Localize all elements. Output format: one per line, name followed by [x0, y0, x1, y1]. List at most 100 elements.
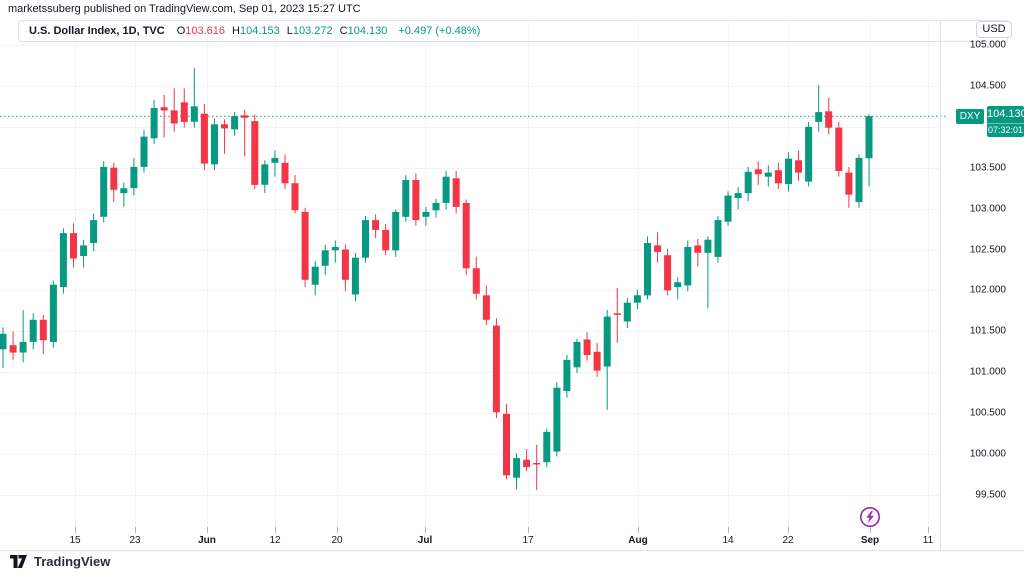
currency-unit-button[interactable]: USD — [976, 21, 1012, 38]
candle-body — [764, 172, 772, 177]
candle-body — [815, 112, 823, 122]
candle — [553, 382, 561, 457]
candle-body — [351, 257, 359, 295]
candle-body — [39, 319, 47, 341]
candle-body — [130, 166, 138, 189]
gridline-horizontal — [0, 413, 940, 415]
candle-body — [654, 245, 662, 252]
time-tick-mark — [207, 527, 208, 533]
gridline-vertical — [928, 23, 929, 527]
gridline-horizontal — [0, 372, 940, 374]
candle-body — [362, 220, 369, 258]
candle-body — [110, 167, 118, 190]
candle-body — [412, 180, 420, 221]
candle — [59, 228, 67, 294]
candle — [472, 256, 480, 300]
candle — [301, 207, 309, 288]
price-axis-label: 103.000 — [969, 203, 1006, 215]
gridline-horizontal — [0, 45, 940, 46]
candle — [351, 252, 359, 301]
symbol-title[interactable]: U.S. Dollar Index, 1D, TVC — [29, 25, 165, 37]
candle-body — [150, 108, 158, 139]
candle-body — [845, 172, 853, 195]
last-price-value: 104.130 — [987, 108, 1024, 120]
time-axis-label: 12 — [269, 535, 281, 546]
candle-body — [452, 178, 460, 207]
price-axis-label: 100.000 — [969, 448, 1006, 460]
candle — [845, 166, 853, 208]
time-axis-label: Aug — [628, 535, 648, 546]
candle — [150, 99, 158, 144]
candle-body — [211, 124, 218, 165]
gridline-horizontal — [0, 85, 940, 87]
time-axis-label: Sep — [860, 535, 880, 546]
candle — [452, 171, 460, 214]
candle-body — [170, 110, 178, 124]
candle — [593, 342, 601, 378]
candle — [311, 261, 319, 296]
candle-body — [785, 158, 792, 185]
gridline-horizontal — [0, 290, 940, 292]
candle-body — [482, 295, 490, 320]
time-axis-label: 22 — [782, 535, 794, 546]
candle — [623, 297, 631, 328]
candle — [684, 240, 692, 292]
candle — [603, 310, 611, 410]
candle — [331, 240, 339, 263]
candle-body — [261, 164, 269, 185]
time-tick-mark — [75, 527, 76, 533]
candle-body — [80, 245, 88, 256]
candle-body — [29, 319, 37, 342]
time-axis-label: 20 — [331, 535, 343, 546]
candle-body — [583, 339, 591, 355]
candle — [291, 175, 299, 214]
gridline-vertical — [638, 23, 639, 527]
time-axis-label: Jun — [198, 535, 216, 546]
candle-body — [49, 284, 57, 342]
candle — [734, 187, 742, 210]
candle — [482, 285, 490, 325]
candle — [29, 313, 37, 350]
gridline-horizontal — [0, 331, 940, 333]
candle-body — [664, 255, 672, 291]
candle — [674, 277, 682, 300]
candle-body — [744, 171, 752, 194]
candle — [513, 453, 521, 490]
ohlc-pair: O103.616 — [176, 25, 226, 37]
candle — [372, 214, 380, 238]
candle — [785, 152, 792, 192]
gridline-vertical — [728, 23, 729, 527]
candle — [321, 244, 329, 275]
gridline-vertical — [337, 23, 338, 527]
candle-body — [120, 188, 128, 194]
candle — [200, 103, 208, 171]
ohlc-pair: C104.130 — [339, 25, 388, 37]
chart-bottom-border — [0, 550, 1024, 551]
candle-body — [573, 341, 581, 368]
price-axis-label: 105.000 — [969, 39, 1006, 51]
candle-body — [795, 160, 802, 173]
candle — [815, 85, 823, 132]
candle-body — [754, 169, 762, 175]
candle-body — [70, 233, 77, 259]
candle-body — [180, 102, 188, 122]
ohlc-pair: L103.272 — [286, 25, 333, 37]
candle-body — [271, 157, 279, 163]
tradingview-logo[interactable]: TradingView — [10, 554, 110, 569]
candle-body — [684, 247, 692, 286]
candle — [110, 162, 118, 203]
candle — [392, 209, 400, 257]
candle — [190, 67, 198, 128]
lightning-icon[interactable] — [859, 506, 881, 528]
candle — [724, 191, 732, 226]
price-axis-label: 102.000 — [969, 284, 1006, 296]
candle-body — [694, 245, 702, 253]
time-tick-mark — [870, 527, 871, 533]
gridline-vertical — [135, 23, 136, 527]
time-tick-mark — [135, 527, 136, 533]
candle — [19, 310, 27, 363]
candle — [271, 150, 279, 177]
time-axis-label: 14 — [722, 535, 734, 546]
time-tick-mark — [425, 527, 426, 533]
